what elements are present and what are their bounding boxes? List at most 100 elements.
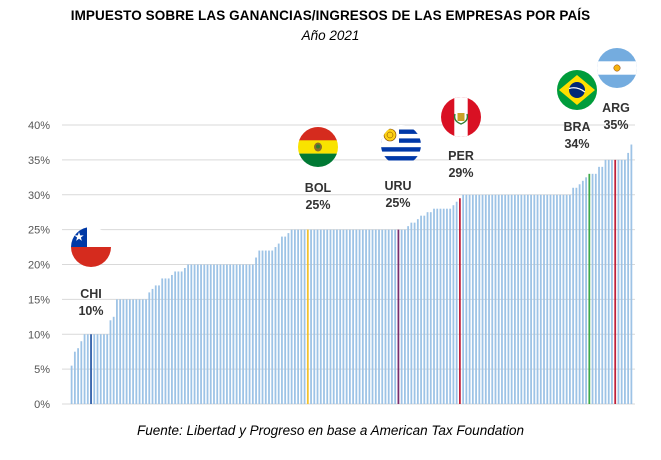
bar — [313, 229, 316, 404]
bar — [336, 229, 338, 404]
bar — [196, 264, 199, 404]
bar — [167, 278, 170, 404]
country-value-uru: 25% — [385, 196, 410, 210]
bar — [290, 229, 293, 404]
bar — [410, 222, 413, 404]
y-tick-label: 15% — [28, 294, 50, 306]
bar — [559, 194, 562, 404]
bar — [546, 194, 549, 404]
chile-flag-icon — [71, 227, 111, 267]
bar — [494, 194, 497, 404]
bar — [329, 229, 332, 404]
bar — [617, 159, 620, 404]
bar — [209, 264, 212, 404]
country-value-per: 29% — [448, 166, 473, 180]
y-tick-label: 20% — [28, 260, 50, 272]
bar — [323, 229, 325, 404]
bar — [73, 351, 76, 404]
bolivia-flag-icon — [298, 127, 338, 167]
bar — [455, 201, 458, 404]
bar — [96, 334, 99, 404]
bar — [352, 229, 355, 404]
bar — [439, 208, 442, 404]
country-value-bra: 34% — [564, 137, 589, 151]
bar — [361, 229, 364, 404]
country-label-per: PER — [448, 149, 474, 163]
bar — [271, 250, 274, 404]
bar — [161, 278, 164, 404]
bar — [429, 212, 432, 404]
bar — [627, 152, 630, 404]
country-label-bra: BRA — [563, 120, 590, 134]
bar — [264, 250, 267, 404]
bar — [332, 229, 335, 404]
bar — [591, 173, 594, 404]
bar — [229, 264, 232, 404]
bar — [468, 194, 471, 404]
chart-title: IMPUESTO SOBRE LAS GANANCIAS/INGRESOS DE… — [70, 8, 591, 23]
bar — [297, 229, 300, 404]
bar-per — [459, 198, 461, 404]
bar — [177, 271, 180, 404]
bar — [219, 264, 222, 404]
bar — [300, 229, 303, 404]
bar — [504, 194, 507, 404]
bar — [381, 229, 384, 404]
bar — [413, 222, 416, 404]
bar — [303, 229, 306, 404]
bar — [200, 264, 202, 404]
bar — [365, 229, 367, 404]
bar — [258, 250, 261, 404]
bar — [293, 229, 296, 404]
bar — [319, 229, 322, 404]
bar — [145, 299, 147, 404]
bar — [216, 264, 219, 404]
bar — [281, 236, 283, 404]
bar — [83, 334, 86, 404]
bar — [517, 194, 520, 404]
bar — [581, 180, 584, 404]
bar — [248, 264, 251, 404]
chart-subtitle: Año 2021 — [301, 28, 360, 43]
bar — [112, 316, 115, 404]
bar — [235, 264, 238, 404]
bar — [141, 299, 144, 404]
bar — [226, 264, 228, 404]
gridlines — [62, 124, 635, 405]
bar — [132, 299, 134, 404]
bar — [242, 264, 244, 404]
y-tick-label: 30% — [28, 190, 50, 202]
bar — [442, 208, 445, 404]
bar — [80, 341, 83, 404]
bar — [530, 194, 532, 404]
bar — [245, 264, 248, 404]
bar — [213, 264, 215, 404]
bar — [471, 194, 474, 404]
bar — [255, 257, 257, 404]
bar — [514, 194, 516, 404]
bar-bol — [306, 229, 309, 404]
bar — [491, 194, 494, 404]
bar — [125, 299, 128, 404]
bar — [594, 173, 597, 404]
bar — [93, 334, 96, 404]
bar — [70, 365, 73, 404]
bar — [384, 229, 387, 404]
country-value-chi: 10% — [78, 304, 103, 318]
bar — [109, 320, 112, 404]
country-label-chi: CHI — [80, 287, 102, 301]
brazil-flag-icon — [557, 70, 597, 110]
bar — [552, 194, 555, 404]
bar — [206, 264, 209, 404]
bar — [423, 215, 426, 404]
bar — [400, 229, 403, 404]
bar — [465, 194, 468, 404]
bar — [203, 264, 206, 404]
bar — [122, 299, 125, 404]
bar — [556, 194, 558, 404]
bar — [277, 243, 280, 404]
bar — [158, 285, 160, 404]
bar — [497, 194, 500, 404]
bar — [261, 250, 264, 404]
bar — [193, 264, 196, 404]
